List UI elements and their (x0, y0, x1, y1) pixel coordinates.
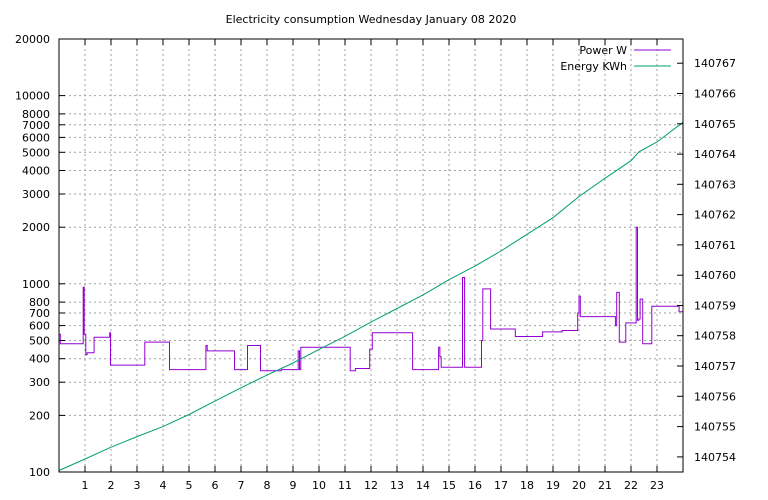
x-tick-label: 23 (650, 479, 664, 492)
axes: 1 2 3 4 5 6 7 8 9 10 11 12 13 14 15 16 17 18 19 20 21 22 23100… (15, 33, 736, 492)
x-tick-label: 6 (212, 479, 219, 492)
legend-label-power-w: Power W (579, 44, 627, 57)
x-tick-label: 13 (390, 479, 404, 492)
y2-tick-label: 140764 (694, 148, 736, 161)
y-tick-label: 400 (29, 353, 50, 366)
x-tick-label: 21 (598, 479, 612, 492)
y2-tick-label: 140761 (694, 239, 736, 252)
y-tick-label: 100 (29, 466, 50, 479)
x-tick-label: 7 (238, 479, 245, 492)
y2-tick-label: 140762 (694, 209, 736, 222)
x-tick-label: 14 (416, 479, 430, 492)
x-tick-label: 12 (364, 479, 378, 492)
x-tick-label: 1 (82, 479, 89, 492)
x-tick-label: 19 (546, 479, 560, 492)
y-tick-label: 7000 (22, 119, 50, 132)
y2-tick-label: 140756 (694, 390, 736, 403)
y2-tick-label: 140766 (694, 88, 736, 101)
y-tick-label: 2000 (22, 221, 50, 234)
x-tick-label: 20 (572, 479, 586, 492)
x-tick-label: 5 (186, 479, 193, 492)
y-tick-label: 500 (29, 335, 50, 348)
x-tick-label: 16 (468, 479, 482, 492)
y-tick-label: 10000 (15, 90, 50, 103)
y2-tick-label: 140757 (694, 360, 736, 373)
x-tick-label: 3 (134, 479, 141, 492)
y2-tick-label: 140754 (694, 451, 736, 464)
y2-tick-label: 140765 (694, 118, 736, 131)
y2-tick-label: 140755 (694, 421, 736, 434)
y-tick-label: 1000 (22, 278, 50, 291)
y-tick-label: 300 (29, 376, 50, 389)
y2-tick-label: 140763 (694, 178, 736, 191)
legend: Power W Energy KWh (560, 44, 671, 73)
series-line-power-w (59, 226, 683, 372)
x-tick-label: 10 (312, 479, 326, 492)
y-tick-label: 600 (29, 320, 50, 333)
y-tick-label: 200 (29, 409, 50, 422)
y-tick-label: 20000 (15, 33, 50, 46)
y-tick-label: 800 (29, 296, 50, 309)
y2-tick-label: 140758 (694, 330, 736, 343)
x-tick-label: 17 (494, 479, 508, 492)
x-tick-label: 8 (264, 479, 271, 492)
plot-series (58, 121, 684, 471)
y-tick-label: 3000 (22, 188, 50, 201)
x-tick-label: 2 (108, 479, 115, 492)
x-tick-label: 18 (520, 479, 534, 492)
y-tick-label: 4000 (22, 165, 50, 178)
y-tick-label: 8000 (22, 108, 50, 121)
x-tick-label: 15 (442, 479, 456, 492)
x-tick-label: 9 (290, 479, 297, 492)
series-line-energy-kwh (58, 121, 684, 471)
y2-tick-label: 140760 (694, 269, 736, 282)
x-tick-label: 11 (338, 479, 352, 492)
x-tick-label: 22 (624, 479, 638, 492)
y-tick-label: 6000 (22, 131, 50, 144)
chart-title: Electricity consumption Wednesday Januar… (226, 13, 517, 26)
y2-tick-label: 140759 (694, 300, 736, 313)
y-tick-label: 700 (29, 307, 50, 320)
y2-tick-label: 140767 (694, 57, 736, 70)
y-tick-label: 5000 (22, 146, 50, 159)
legend-label-energy-kwh: Energy KWh (560, 60, 627, 73)
grid (59, 39, 683, 472)
x-tick-label: 4 (160, 479, 167, 492)
